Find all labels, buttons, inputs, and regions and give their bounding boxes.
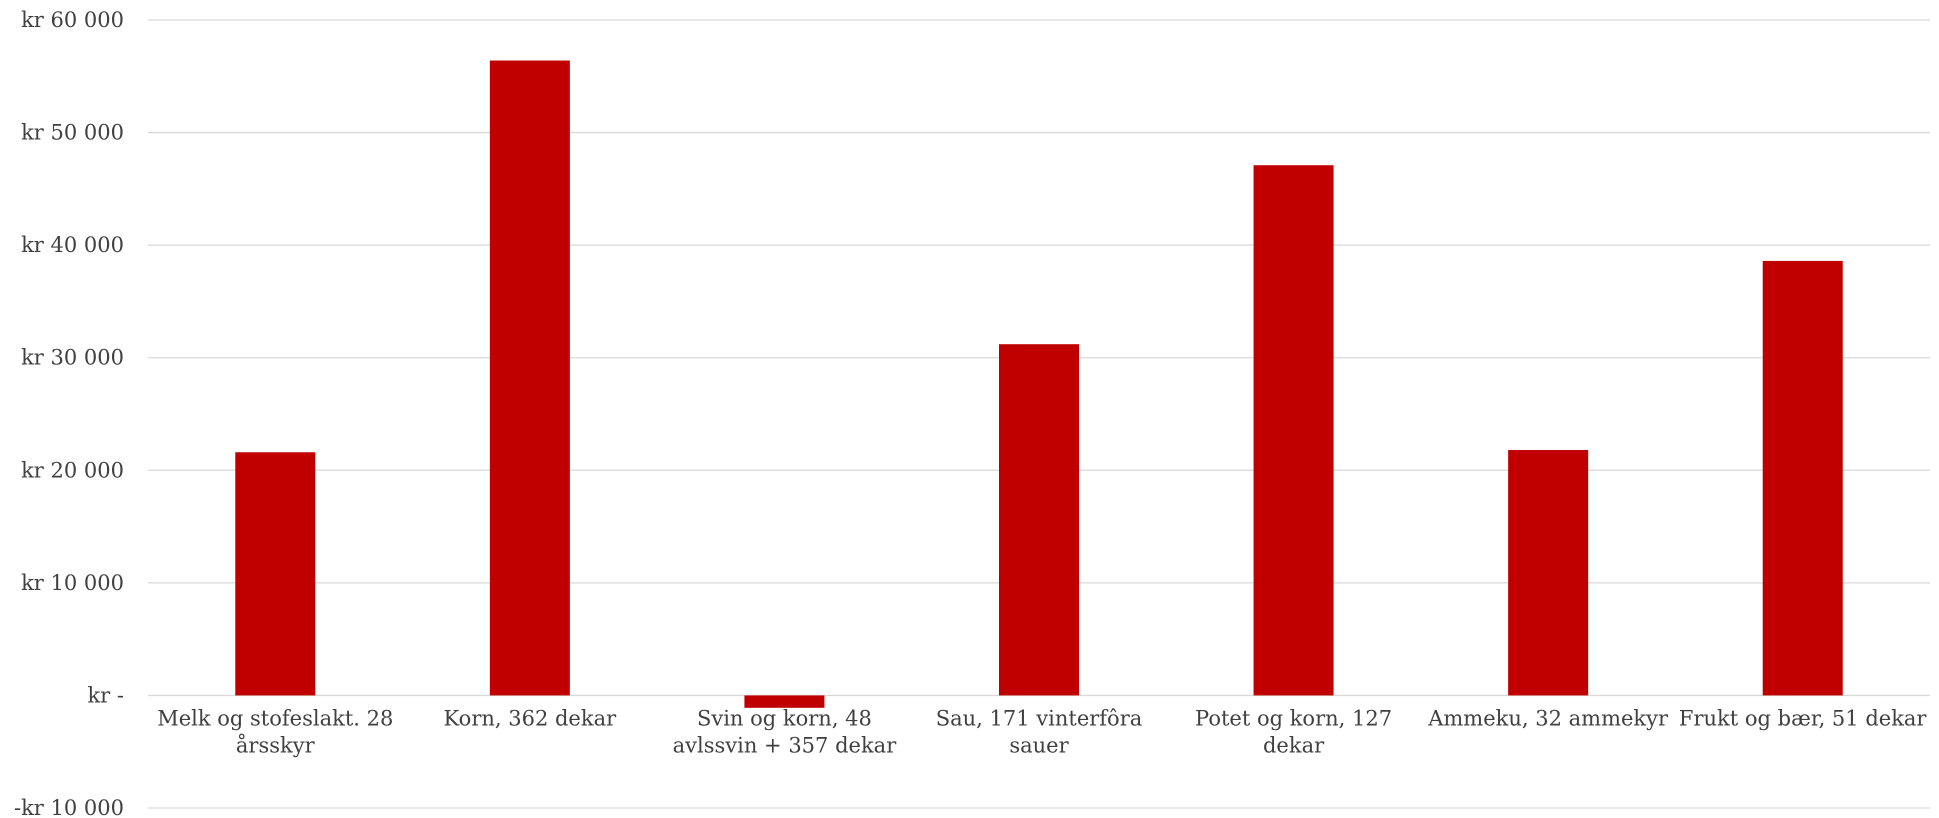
x-tick-label-line: Svin og korn, 48 bbox=[697, 706, 872, 730]
x-tick-label: Korn, 362 dekar bbox=[444, 706, 618, 730]
bars bbox=[235, 60, 1843, 708]
x-tick-label: Frukt og bær, 51 dekar bbox=[1679, 706, 1928, 730]
x-tick-label: Svin og korn, 48 avlssvin + 357 dekar bbox=[673, 706, 898, 757]
bar bbox=[1762, 260, 1843, 696]
x-tick-label: Potet og korn, 127 dekar bbox=[1195, 706, 1392, 757]
x-tick-label-line: Potet og korn, 127 bbox=[1195, 706, 1392, 730]
x-tick-label: Sau, 171 vinterfôra sauer bbox=[936, 706, 1143, 757]
x-tick-label: Melk og stofeslakt. 28 årsskyr bbox=[157, 706, 393, 757]
x-tick-label-line: sauer bbox=[1009, 733, 1069, 757]
y-tick-label: -kr 10 000 bbox=[14, 796, 124, 818]
bar bbox=[999, 344, 1079, 696]
x-tick-label-line: avlssvin + 357 dekar bbox=[673, 733, 898, 757]
x-tick-label: Ammeku, 32 ammekyr bbox=[1427, 706, 1669, 730]
x-tick-label-line: Frukt og bær, 51 dekar bbox=[1679, 706, 1928, 730]
y-tick-label: kr 50 000 bbox=[21, 121, 124, 145]
x-tick-label-line: Ammeku, 32 ammekyr bbox=[1427, 706, 1669, 730]
y-tick-label: kr 30 000 bbox=[21, 346, 124, 370]
x-tick-label-line: Korn, 362 dekar bbox=[444, 706, 618, 730]
y-tick-label: kr - bbox=[87, 683, 124, 707]
x-tick-label-line: Melk og stofeslakt. 28 bbox=[157, 706, 393, 730]
x-tick-label-line: dekar bbox=[1263, 733, 1325, 757]
y-tick-label: kr 40 000 bbox=[21, 233, 124, 257]
bar bbox=[1253, 165, 1334, 696]
bar bbox=[235, 452, 316, 696]
y-axis-tick-labels: -kr 10 000 kr - kr 10 000 kr 20 000 kr 30 00… bbox=[14, 8, 124, 818]
bar bbox=[489, 60, 570, 696]
x-axis-category-labels: Melk og stofeslakt. 28 årsskyr Korn, 362 d… bbox=[157, 706, 1927, 757]
x-tick-label-line: Sau, 171 vinterfôra bbox=[936, 706, 1143, 730]
bar bbox=[744, 695, 825, 708]
bar bbox=[1508, 450, 1589, 696]
y-tick-label: kr 60 000 bbox=[21, 8, 124, 32]
x-tick-label-line: årsskyr bbox=[236, 733, 316, 757]
y-tick-label: kr 10 000 bbox=[21, 571, 124, 595]
y-tick-label: kr 20 000 bbox=[21, 458, 124, 482]
